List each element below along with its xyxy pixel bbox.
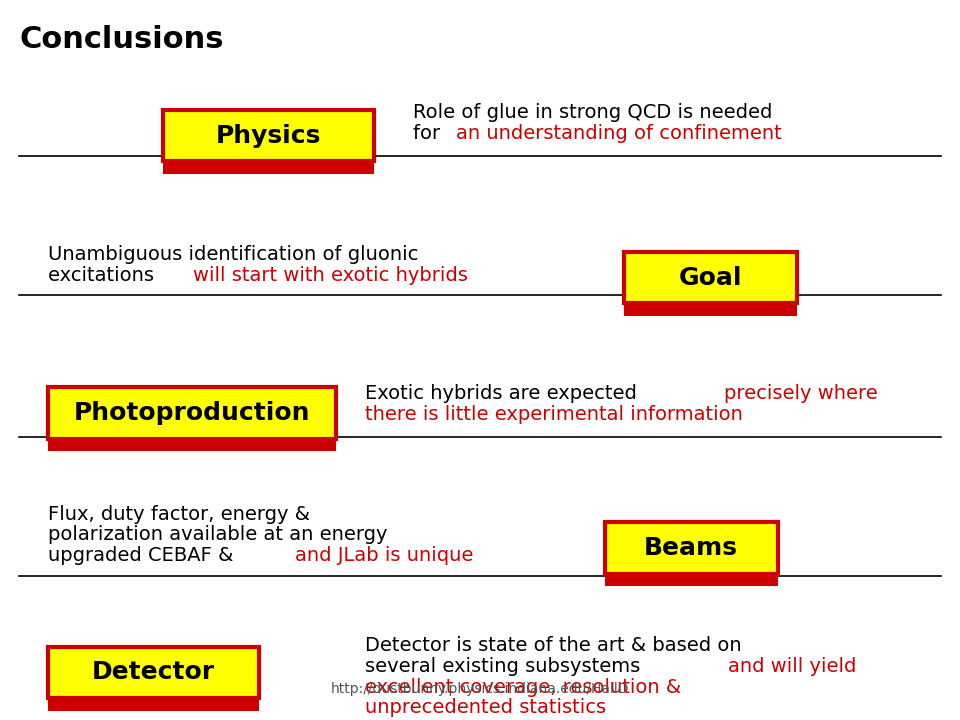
FancyBboxPatch shape	[48, 387, 336, 438]
Text: Role of glue in strong QCD is needed: Role of glue in strong QCD is needed	[413, 103, 772, 122]
Text: Unambiguous identification of gluonic: Unambiguous identification of gluonic	[48, 246, 419, 264]
FancyBboxPatch shape	[605, 523, 778, 574]
Text: Conclusions: Conclusions	[19, 25, 224, 54]
FancyBboxPatch shape	[48, 698, 259, 711]
Text: Detector: Detector	[92, 660, 215, 684]
Text: Detector is state of the art & based on: Detector is state of the art & based on	[365, 636, 741, 655]
Text: Flux, duty factor, energy &: Flux, duty factor, energy &	[48, 505, 310, 523]
Text: polarization available at an energy: polarization available at an energy	[48, 526, 388, 544]
FancyBboxPatch shape	[48, 438, 336, 451]
Text: an understanding of confinement: an understanding of confinement	[456, 124, 781, 143]
Text: several existing subsystems: several existing subsystems	[365, 657, 646, 676]
FancyBboxPatch shape	[624, 303, 797, 316]
Text: will start with exotic hybrids: will start with exotic hybrids	[193, 266, 468, 285]
Text: Physics: Physics	[216, 124, 322, 148]
FancyBboxPatch shape	[605, 574, 778, 586]
Text: Goal: Goal	[679, 266, 742, 290]
Text: Photoproduction: Photoproduction	[74, 401, 310, 425]
Text: upgraded CEBAF &: upgraded CEBAF &	[48, 546, 240, 565]
Text: Exotic hybrids are expected: Exotic hybrids are expected	[365, 384, 643, 402]
FancyBboxPatch shape	[48, 647, 259, 698]
Text: unprecedented statistics: unprecedented statistics	[365, 698, 606, 717]
FancyBboxPatch shape	[624, 252, 797, 303]
Text: precisely where: precisely where	[724, 384, 877, 402]
Text: http://dustbunny.physics.indiana.edu/HallD: http://dustbunny.physics.indiana.edu/Hal…	[331, 683, 629, 696]
Text: for: for	[413, 124, 446, 143]
Text: and JLab is unique: and JLab is unique	[296, 546, 473, 565]
Text: excitations: excitations	[48, 266, 160, 285]
FancyBboxPatch shape	[163, 161, 374, 174]
Text: Beams: Beams	[644, 536, 738, 560]
FancyBboxPatch shape	[163, 110, 374, 161]
Text: excellent coverage, resolution &: excellent coverage, resolution &	[365, 678, 681, 696]
Text: and will yield: and will yield	[728, 657, 856, 676]
Text: there is little experimental information: there is little experimental information	[365, 405, 743, 423]
